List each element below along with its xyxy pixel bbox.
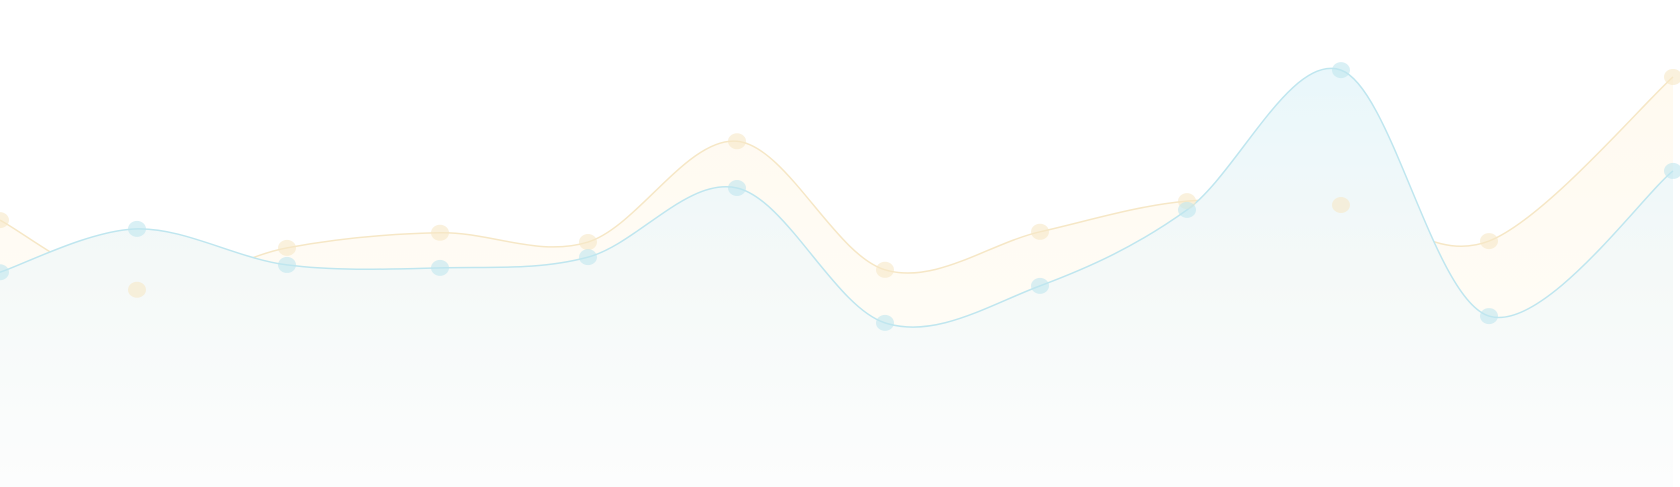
point xyxy=(1480,233,1498,250)
point xyxy=(278,256,296,273)
point xyxy=(1178,201,1196,218)
point xyxy=(278,239,296,256)
point xyxy=(1664,68,1680,85)
point xyxy=(1031,277,1049,294)
point xyxy=(431,259,449,276)
point xyxy=(1031,223,1049,240)
point xyxy=(579,249,597,266)
point xyxy=(728,179,746,196)
area xyxy=(0,68,1673,487)
point xyxy=(1480,308,1498,325)
point xyxy=(876,314,894,331)
point xyxy=(579,234,597,251)
point xyxy=(728,133,746,150)
point xyxy=(431,224,449,241)
point xyxy=(0,212,9,229)
point xyxy=(1332,62,1350,79)
point xyxy=(1664,162,1680,179)
point xyxy=(876,261,894,278)
point xyxy=(128,281,146,298)
point xyxy=(128,220,146,237)
point xyxy=(1332,197,1350,214)
point xyxy=(0,264,9,281)
